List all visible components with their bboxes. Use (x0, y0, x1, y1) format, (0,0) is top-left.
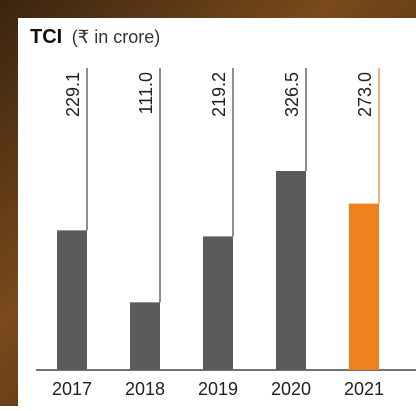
x-tick-label: 2018 (125, 379, 165, 399)
value-label: 229.1 (63, 72, 83, 117)
value-label: 273.0 (355, 72, 375, 117)
title: TCI (30, 26, 62, 48)
value-label: 326.5 (282, 72, 302, 117)
x-tick-label: 2017 (52, 379, 92, 399)
x-tick-label: 2019 (198, 379, 238, 399)
x-tick-label: 2021 (344, 379, 384, 399)
bar (349, 203, 379, 370)
bar (130, 302, 160, 370)
bar (57, 230, 87, 370)
value-label: 111.0 (136, 72, 156, 114)
bar (276, 171, 306, 370)
x-tick-label: 2020 (271, 379, 311, 399)
chart-title: TCI (₹ in crore) (30, 26, 160, 48)
subtitle: (₹ in crore) (72, 27, 160, 47)
value-label: 219.2 (209, 72, 229, 117)
bar (203, 236, 233, 370)
